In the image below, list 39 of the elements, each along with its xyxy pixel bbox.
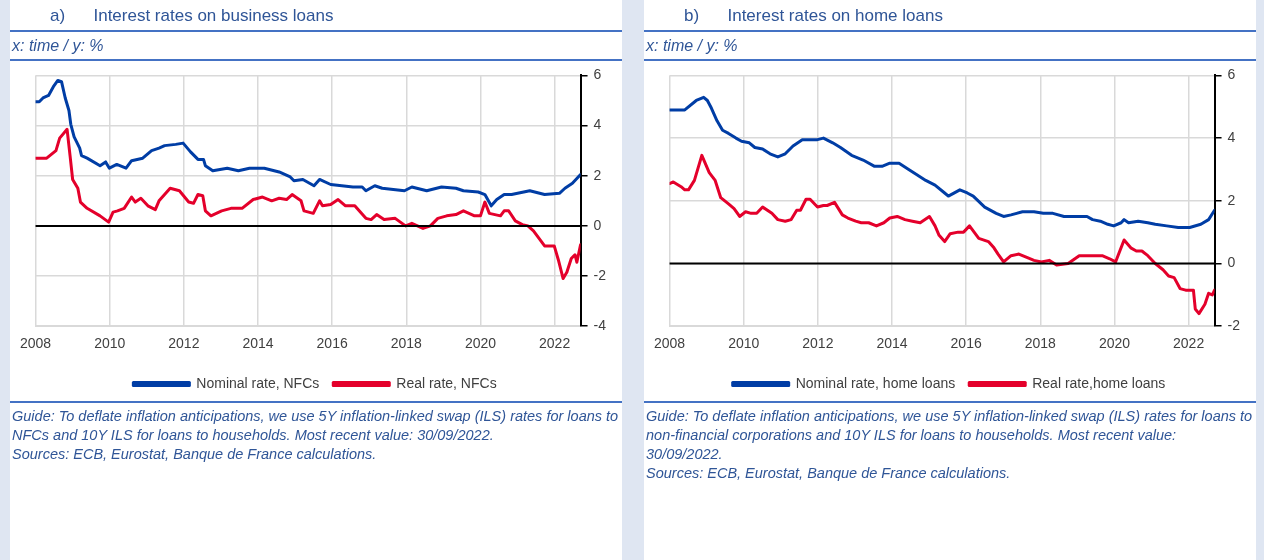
x-tick-label: 2014 [242, 335, 274, 352]
source-note: Sources: ECB, Eurostat, Banque de France calculations. [646, 464, 1012, 483]
y-tick-label: 2 [593, 166, 602, 183]
y-tick-label: 2 [1227, 191, 1236, 208]
x-tick-label: 2016 [316, 335, 348, 352]
x-tick-label: 2008 [19, 335, 52, 352]
x-tick-label: 2018 [1024, 335, 1057, 352]
y-tick-label: 4 [1227, 128, 1236, 145]
legend-label: Nominal rate, home loans [795, 374, 956, 391]
x-tick-label: 2010 [728, 335, 760, 352]
y-tick-label: 6 [1227, 66, 1236, 83]
x-tick-label: 2020 [1098, 335, 1131, 352]
x-tick-label: 2018 [390, 335, 423, 352]
legend-label: Nominal rate, NFCs [196, 374, 320, 391]
chart-subtitle: x: time / y: % [644, 32, 1256, 61]
y-tick-label: -2 [593, 266, 607, 283]
x-tick-label: 2020 [464, 335, 497, 352]
y-tick-label: -2 [1227, 317, 1241, 334]
chart-title: a) Interest rates on business loans [10, 0, 622, 32]
x-tick-label: 2014 [876, 335, 908, 352]
x-tick-label: 2010 [94, 335, 126, 352]
x-tick-label: 2022 [1173, 335, 1205, 352]
y-tick-label: 0 [1227, 254, 1236, 271]
x-tick-label: 2008 [653, 335, 686, 352]
legend-label: Real rate,home loans [1032, 374, 1166, 391]
x-tick-label: 2016 [950, 335, 982, 352]
x-tick-label: 2022 [539, 335, 571, 352]
legend-label: Real rate, NFCs [396, 374, 497, 391]
chart-title: b) Interest rates on home loans [644, 0, 1256, 32]
y-tick-label: -4 [593, 317, 607, 334]
source-note: Sources: ECB, Eurostat, Banque de France calculations. [12, 445, 378, 464]
chart-subtitle: x: time / y: % [10, 32, 622, 61]
y-tick-label: 4 [593, 116, 602, 133]
text: Guide: To deflate inflation anticipations, we use 5Y inflation-linked swap (ILS) rates for loans to NFCs and 10Y ILS for loans to households. Most recent value: 30/09/2022. [12, 407, 620, 445]
y-tick-label: 6 [593, 66, 602, 83]
x-tick-label: 2012 [168, 335, 200, 352]
text: Guide: To deflate inflation anticipations, we use 5Y inflation-linked swap (ILS) rates for loans to non-financial corporations and 10Y ILS for loans to households. Most recent value: 30/09/2022. [646, 407, 1254, 464]
x-tick-label: 2012 [802, 335, 834, 352]
y-tick-label: 0 [593, 216, 602, 233]
